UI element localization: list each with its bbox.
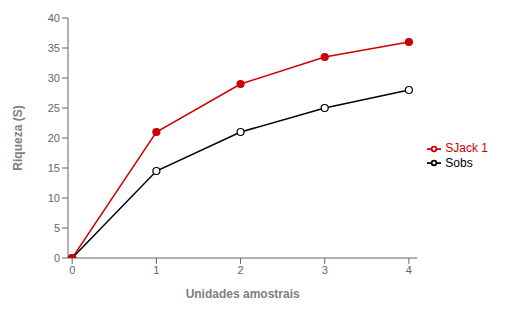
html-text:SJack 1: SJack 1 <box>445 140 488 155</box>
html-text:Sobs: Sobs <box>445 155 473 170</box>
svg-text:40: 40 <box>48 12 60 24</box>
svg-text:20: 20 <box>48 132 60 144</box>
svg-text:10: 10 <box>48 192 60 204</box>
svg-text:30: 30 <box>48 72 60 84</box>
svg-text:2: 2 <box>237 264 243 276</box>
svg-text:Riqueza (S): Riqueza (S) <box>11 105 25 170</box>
svg-text:1: 1 <box>153 264 159 276</box>
svg-text:25: 25 <box>48 102 60 114</box>
svg-text:5: 5 <box>54 222 60 234</box>
svg-text:15: 15 <box>48 162 60 174</box>
svg-text:4: 4 <box>406 264 412 276</box>
svg-text:Unidades amostrais: Unidades amostrais <box>186 287 300 301</box>
svg-text:0: 0 <box>54 252 60 264</box>
svg-text:3: 3 <box>322 264 328 276</box>
svg-text:35: 35 <box>48 42 60 54</box>
svg-text:0: 0 <box>69 264 75 276</box>
